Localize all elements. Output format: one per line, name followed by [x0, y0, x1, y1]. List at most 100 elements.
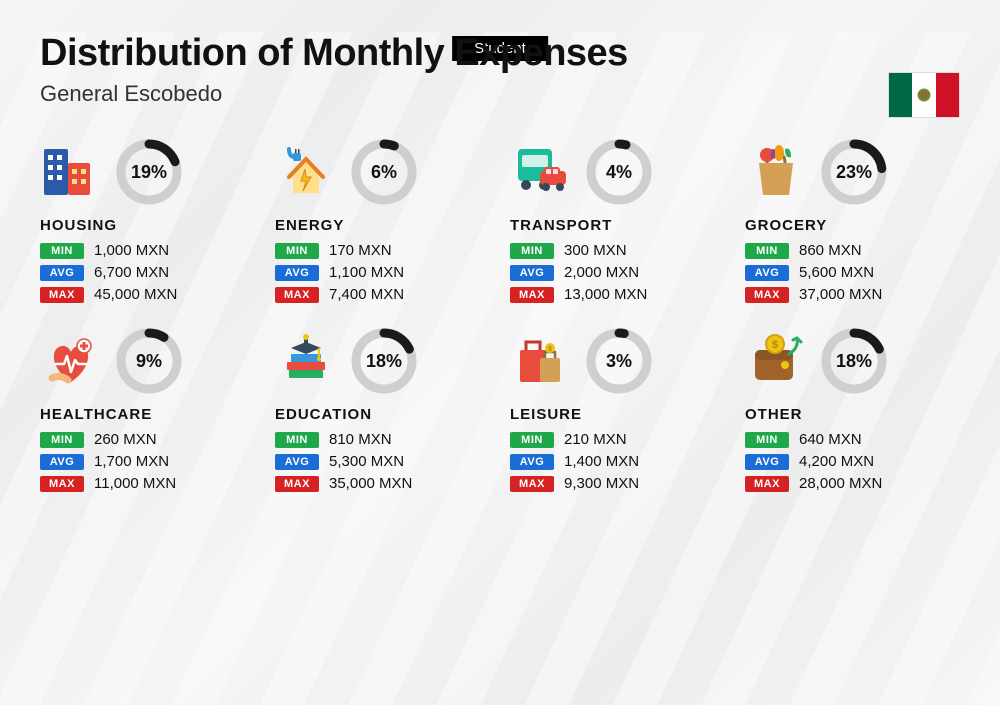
stat-avg-row: AVG 1,400 MXN — [510, 453, 725, 470]
min-value: 860 MXN — [799, 242, 862, 259]
avg-label: AVG — [40, 454, 84, 470]
min-value: 810 MXN — [329, 431, 392, 448]
stat-max-row: MAX 28,000 MXN — [745, 475, 960, 492]
min-value: 300 MXN — [564, 242, 627, 259]
min-label: MIN — [275, 243, 319, 259]
stat-max-row: MAX 9,300 MXN — [510, 475, 725, 492]
avg-label: AVG — [745, 454, 789, 470]
stat-min-row: MIN 860 MXN — [745, 242, 960, 259]
min-label: MIN — [510, 432, 554, 448]
avg-value: 1,400 MXN — [564, 453, 639, 470]
percent-donut: 6% — [351, 139, 417, 205]
min-value: 1,000 MXN — [94, 242, 169, 259]
avg-label: AVG — [510, 265, 554, 281]
category-name: LEISURE — [510, 406, 725, 423]
percent-donut: 18% — [821, 328, 887, 394]
category-name: ENERGY — [275, 217, 490, 234]
min-label: MIN — [40, 432, 84, 448]
percent-donut: 19% — [116, 139, 182, 205]
transport-icon — [510, 141, 572, 203]
stat-max-row: MAX 11,000 MXN — [40, 475, 255, 492]
stat-avg-row: AVG 4,200 MXN — [745, 453, 960, 470]
percent-donut: 18% — [351, 328, 417, 394]
svg-text:$: $ — [548, 346, 552, 353]
max-value: 37,000 MXN — [799, 286, 882, 303]
avg-value: 4,200 MXN — [799, 453, 874, 470]
max-value: 9,300 MXN — [564, 475, 639, 492]
stat-avg-row: AVG 5,600 MXN — [745, 264, 960, 281]
expense-card: $ 18% OTHER MIN 640 MXN AVG 4,200 MXN MA… — [745, 328, 960, 497]
healthcare-icon — [40, 330, 102, 392]
avg-value: 1,700 MXN — [94, 453, 169, 470]
max-label: MAX — [510, 287, 554, 303]
max-label: MAX — [275, 476, 319, 492]
expense-card: 9% HEALTHCARE MIN 260 MXN AVG 1,700 MXN … — [40, 328, 255, 497]
leisure-icon: $ — [510, 330, 572, 392]
stat-max-row: MAX 13,000 MXN — [510, 286, 725, 303]
avg-label: AVG — [510, 454, 554, 470]
max-value: 13,000 MXN — [564, 286, 647, 303]
svg-text:$: $ — [772, 339, 778, 351]
stat-max-row: MAX 45,000 MXN — [40, 286, 255, 303]
avg-value: 6,700 MXN — [94, 264, 169, 281]
stat-max-row: MAX 37,000 MXN — [745, 286, 960, 303]
stat-min-row: MIN 300 MXN — [510, 242, 725, 259]
min-value: 640 MXN — [799, 431, 862, 448]
expense-card: 18% EDUCATION MIN 810 MXN AVG 5,300 MXN … — [275, 328, 490, 497]
category-name: TRANSPORT — [510, 217, 725, 234]
min-label: MIN — [745, 432, 789, 448]
avg-value: 5,300 MXN — [329, 453, 404, 470]
max-label: MAX — [40, 287, 84, 303]
stat-min-row: MIN 1,000 MXN — [40, 242, 255, 259]
other-icon: $ — [745, 330, 807, 392]
percent-value: 18% — [821, 328, 887, 394]
percent-donut: 23% — [821, 139, 887, 205]
grocery-icon — [745, 141, 807, 203]
percent-value: 23% — [821, 139, 887, 205]
percent-value: 4% — [586, 139, 652, 205]
max-label: MAX — [510, 476, 554, 492]
category-name: EDUCATION — [275, 406, 490, 423]
avg-label: AVG — [40, 265, 84, 281]
stat-min-row: MIN 640 MXN — [745, 431, 960, 448]
stat-max-row: MAX 35,000 MXN — [275, 475, 490, 492]
min-value: 260 MXN — [94, 431, 157, 448]
expense-card: $ 3% LEISURE MIN 210 MXN AVG 1,400 MXN M… — [510, 328, 725, 497]
expense-card: 4% TRANSPORT MIN 300 MXN AVG 2,000 MXN M… — [510, 139, 725, 308]
page-subtitle: General Escobedo — [40, 81, 960, 107]
percent-value: 3% — [586, 328, 652, 394]
min-label: MIN — [40, 243, 84, 259]
category-name: OTHER — [745, 406, 960, 423]
min-label: MIN — [275, 432, 319, 448]
category-name: GROCERY — [745, 217, 960, 234]
percent-value: 19% — [116, 139, 182, 205]
stat-avg-row: AVG 5,300 MXN — [275, 453, 490, 470]
education-icon — [275, 330, 337, 392]
stat-avg-row: AVG 1,700 MXN — [40, 453, 255, 470]
avg-value: 2,000 MXN — [564, 264, 639, 281]
percent-value: 6% — [351, 139, 417, 205]
min-label: MIN — [510, 243, 554, 259]
max-label: MAX — [745, 287, 789, 303]
percent-donut: 4% — [586, 139, 652, 205]
min-value: 170 MXN — [329, 242, 392, 259]
max-label: MAX — [745, 476, 789, 492]
housing-icon — [40, 141, 102, 203]
max-label: MAX — [275, 287, 319, 303]
expense-card: 6% ENERGY MIN 170 MXN AVG 1,100 MXN MAX … — [275, 139, 490, 308]
max-value: 7,400 MXN — [329, 286, 404, 303]
min-label: MIN — [745, 243, 789, 259]
percent-value: 18% — [351, 328, 417, 394]
stat-avg-row: AVG 2,000 MXN — [510, 264, 725, 281]
stat-min-row: MIN 170 MXN — [275, 242, 490, 259]
stat-avg-row: AVG 6,700 MXN — [40, 264, 255, 281]
energy-icon — [275, 141, 337, 203]
max-value: 35,000 MXN — [329, 475, 412, 492]
avg-value: 1,100 MXN — [329, 264, 404, 281]
category-grid: 19% HOUSING MIN 1,000 MXN AVG 6,700 MXN … — [40, 139, 960, 497]
avg-value: 5,600 MXN — [799, 264, 874, 281]
stat-min-row: MIN 810 MXN — [275, 431, 490, 448]
category-name: HEALTHCARE — [40, 406, 255, 423]
max-label: MAX — [40, 476, 84, 492]
min-value: 210 MXN — [564, 431, 627, 448]
